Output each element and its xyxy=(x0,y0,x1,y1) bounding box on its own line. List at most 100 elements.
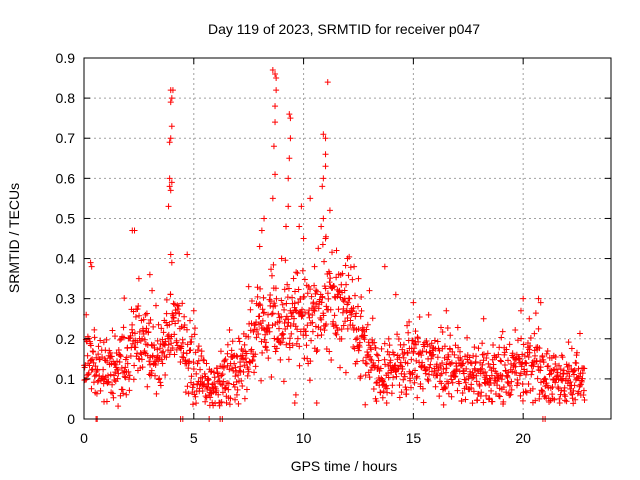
data-point xyxy=(131,227,138,234)
data-point xyxy=(259,317,266,324)
data-point xyxy=(171,301,178,308)
data-point xyxy=(253,334,260,341)
data-point xyxy=(422,370,429,377)
data-point xyxy=(90,348,97,355)
x-tick-label: 5 xyxy=(190,430,198,446)
data-point xyxy=(375,357,382,364)
data-point xyxy=(163,310,170,317)
data-point xyxy=(296,362,303,369)
data-point xyxy=(245,368,252,375)
data-point xyxy=(385,370,392,377)
data-point xyxy=(544,348,551,355)
data-point xyxy=(482,369,489,376)
data-point xyxy=(277,339,284,346)
data-point xyxy=(327,275,334,282)
data-point xyxy=(284,294,291,301)
data-point xyxy=(158,325,165,332)
data-point xyxy=(412,328,419,335)
data-point xyxy=(93,354,100,361)
data-point xyxy=(243,386,250,393)
data-point xyxy=(306,314,313,321)
data-point xyxy=(416,313,423,320)
x-axis-label: GPS time / hours xyxy=(291,458,398,474)
data-point xyxy=(339,270,346,277)
data-point xyxy=(157,379,164,386)
data-point xyxy=(343,307,350,314)
data-point xyxy=(417,349,424,356)
data-point xyxy=(519,381,526,388)
data-point xyxy=(325,295,332,302)
data-point xyxy=(522,388,529,395)
data-point xyxy=(248,297,255,304)
data-point xyxy=(330,318,337,325)
data-point xyxy=(535,325,542,332)
data-point xyxy=(428,355,435,362)
data-point xyxy=(141,336,148,343)
data-point xyxy=(440,401,447,408)
data-point xyxy=(167,291,174,298)
data-point xyxy=(117,353,124,360)
data-point xyxy=(531,330,538,337)
data-point xyxy=(88,263,95,270)
data-point xyxy=(260,294,267,301)
data-point xyxy=(514,337,521,344)
data-point xyxy=(217,348,224,355)
data-point xyxy=(526,349,533,356)
data-point xyxy=(283,223,290,230)
data-point xyxy=(234,353,241,360)
data-point xyxy=(318,332,325,339)
data-point xyxy=(289,294,296,301)
data-point xyxy=(109,381,116,388)
data-point xyxy=(122,374,129,381)
data-point xyxy=(396,394,403,401)
data-point xyxy=(163,296,170,303)
data-point xyxy=(483,392,490,399)
data-point xyxy=(451,351,458,358)
data-point xyxy=(245,333,252,340)
data-point xyxy=(268,266,275,273)
data-point xyxy=(139,335,146,342)
data-point xyxy=(333,274,340,281)
data-point xyxy=(432,345,439,352)
data-point xyxy=(192,325,199,332)
data-point xyxy=(380,388,387,395)
data-point xyxy=(190,365,197,372)
data-point xyxy=(143,310,150,317)
data-point xyxy=(267,298,274,305)
data-point xyxy=(488,387,495,394)
data-point xyxy=(282,257,289,264)
data-point xyxy=(169,318,176,325)
data-point xyxy=(526,346,533,353)
data-point xyxy=(504,372,511,379)
data-point xyxy=(347,317,354,324)
data-point xyxy=(506,341,513,348)
data-point xyxy=(534,375,541,382)
data-point xyxy=(236,367,243,374)
data-point xyxy=(107,371,114,378)
data-point xyxy=(504,374,511,381)
data-point xyxy=(230,367,237,374)
data-point xyxy=(517,307,524,314)
data-point xyxy=(486,395,493,402)
data-point xyxy=(311,282,318,289)
data-point xyxy=(248,346,255,353)
data-point xyxy=(575,374,582,381)
data-point xyxy=(286,111,293,118)
data-point xyxy=(93,390,100,397)
data-point xyxy=(296,343,303,350)
data-point xyxy=(202,398,209,405)
data-point xyxy=(398,389,405,396)
data-point xyxy=(399,346,406,353)
data-point xyxy=(138,356,145,363)
data-point xyxy=(527,335,534,342)
data-point xyxy=(320,131,327,138)
data-point xyxy=(146,320,153,327)
data-point xyxy=(580,387,587,394)
data-point xyxy=(357,373,364,380)
data-point xyxy=(235,372,242,379)
data-point xyxy=(576,373,583,380)
data-point xyxy=(335,291,342,298)
y-tick-label: 0.4 xyxy=(56,251,76,267)
data-point xyxy=(424,341,431,348)
